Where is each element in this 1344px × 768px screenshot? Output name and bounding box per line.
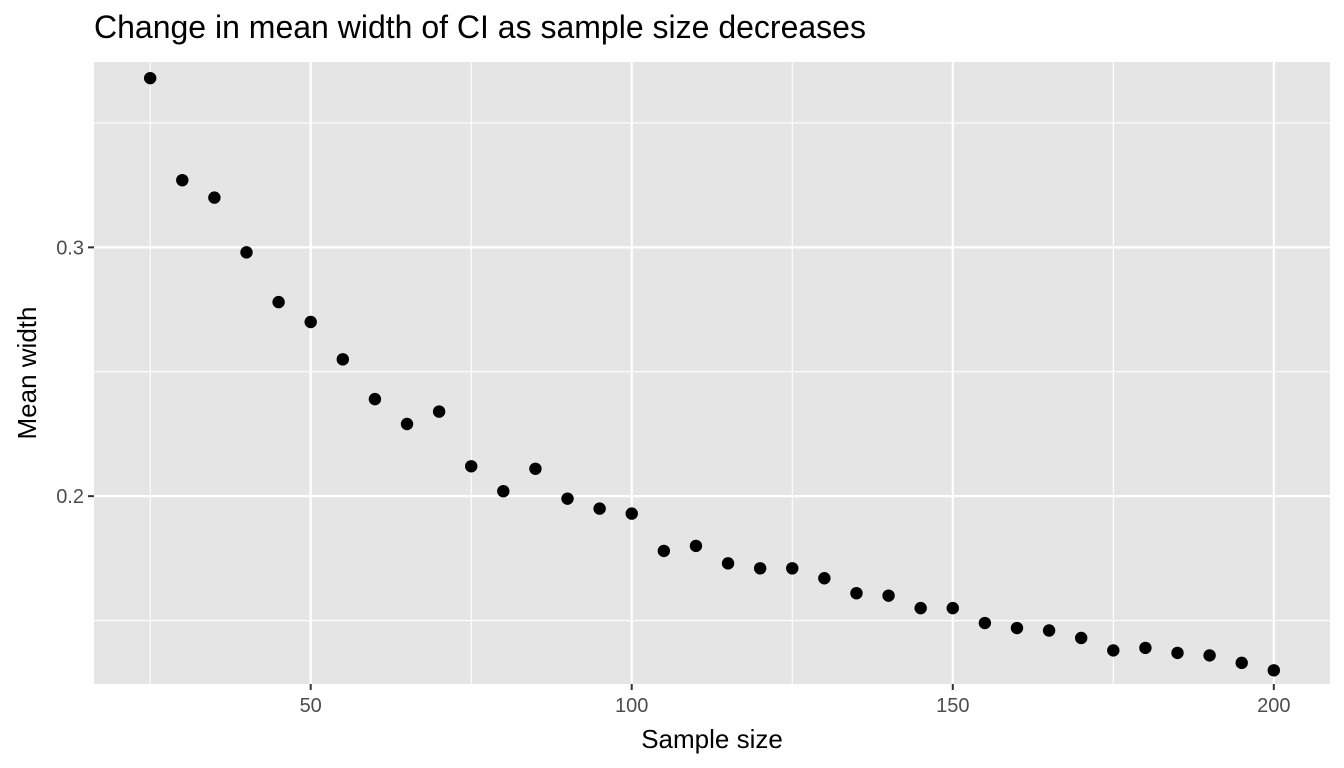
data-point [850,586,863,600]
data-point [272,295,285,309]
data-point [465,460,478,473]
data-point [753,562,767,575]
x-axis-ticks: 50 100 150 200 [300,684,1291,717]
data-point [400,417,414,431]
data-point [1139,641,1152,655]
data-point [882,589,895,602]
data-point [978,616,992,630]
y-tick-label: 0.2 [56,486,84,508]
data-point [1171,646,1184,660]
x-axis-title: Sample size [641,724,783,754]
data-point [1074,631,1088,645]
data-point [176,173,189,187]
data-point [689,539,703,553]
data-point [721,557,735,570]
data-point [786,562,799,575]
data-point [1042,624,1056,637]
y-axis-ticks: 0.2 0.3 [56,237,94,508]
plot-panel [94,62,1330,684]
data-point [1235,656,1248,670]
data-point [1107,644,1120,657]
data-point [497,484,510,498]
data-point [208,191,221,204]
major-gridlines [94,62,1330,684]
data-point [561,492,574,505]
data-point [1203,649,1216,662]
data-point [336,353,350,366]
data-points [143,71,1281,677]
data-point [143,71,157,85]
data-point [625,507,638,520]
data-point [432,405,446,418]
data-point [368,392,382,406]
x-tick-label: 200 [1257,695,1290,717]
data-point [529,462,542,475]
data-point [657,544,671,558]
data-point [593,502,606,515]
data-point [1010,621,1024,635]
y-axis-title: Mean width [12,307,42,440]
minor-gridlines [94,62,1330,684]
data-point [818,572,831,585]
data-point [304,315,317,329]
chart-title: Change in mean width of CI as sample siz… [94,9,866,45]
y-tick-label: 0.3 [56,237,84,259]
x-tick-label: 150 [936,695,969,717]
data-point [914,601,927,615]
data-point [946,601,959,615]
x-tick-label: 100 [615,695,648,717]
data-point [240,246,253,259]
x-tick-label: 50 [300,695,322,717]
data-point [1267,664,1281,677]
